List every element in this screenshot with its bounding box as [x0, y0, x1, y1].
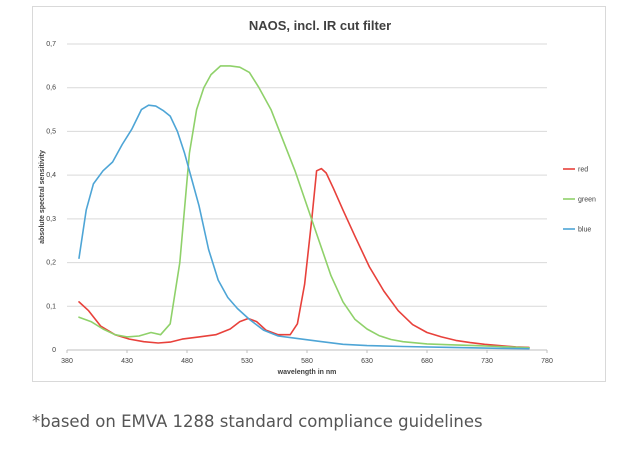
x-tick-label: 580 [301, 358, 313, 365]
series-line-blue [78, 104, 530, 350]
y-tick-label: 0 [52, 347, 56, 354]
y-tick-label: 0,3 [46, 216, 56, 223]
chart-title: NAOS, incl. IR cut filter [248, 18, 392, 33]
y-tick-label: 0,7 [46, 41, 56, 48]
spectral-sensitivity-chart: 0 0,1 0,2 0,3 0,4 0,5 0,6 0,7 380 430 480 530 580 630… [39, 41, 596, 376]
x-tick-label: 480 [181, 358, 193, 365]
y-tick-label: 0,4 [46, 172, 56, 179]
x-tick-label: 430 [121, 358, 133, 365]
x-axis-label: wavelength in nm [277, 369, 337, 376]
y-tick-label: 0,1 [46, 303, 56, 310]
y-axis-label: absolute spectral sensitivity [39, 150, 46, 244]
x-tick-label: 380 [61, 358, 73, 365]
footnote: *based on EMVA 1288 standard compliance … [32, 412, 483, 431]
x-tick-label: 730 [481, 358, 493, 365]
x-tick-label: 630 [361, 358, 373, 365]
x-tick-label: 530 [241, 358, 253, 365]
x-tick-label: 680 [421, 358, 433, 365]
x-tick-label: 780 [541, 358, 553, 365]
y-tick-label: 0,2 [46, 260, 56, 267]
series-line-red [78, 167, 530, 349]
legend-label-blue: blue [578, 227, 591, 234]
legend-label-green: green [578, 197, 596, 204]
chart-frame: NAOS, incl. IR cut filter 0 0,1 0,2 0,3 0,4 0… [32, 6, 606, 382]
y-tick-label: 0,5 [46, 128, 56, 135]
legend-label-red: red [578, 167, 588, 174]
series-line-green [78, 65, 530, 349]
y-tick-label: 0,6 [46, 85, 56, 92]
